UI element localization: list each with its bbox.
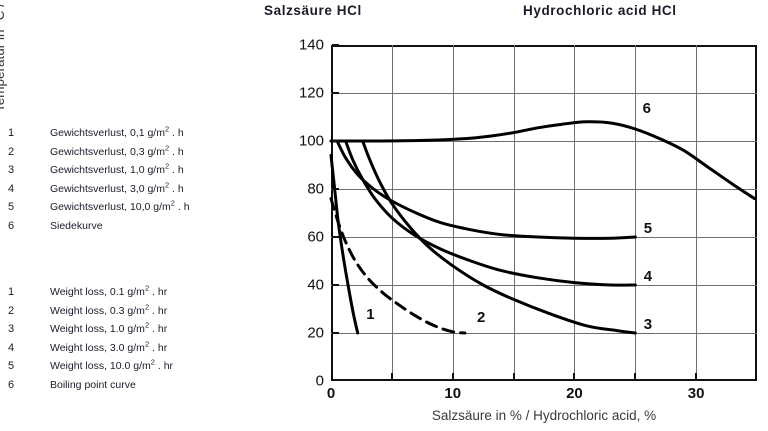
legend-number: 4 bbox=[8, 182, 15, 195]
curve-label-1: 1 bbox=[366, 306, 375, 324]
gridline-vertical bbox=[452, 45, 454, 381]
legend-label: Gewichtsverlust, 0,1 g/m2 . h bbox=[50, 124, 184, 139]
legend-row: 6 Siedekurve bbox=[8, 220, 258, 239]
legend-number: 4 bbox=[8, 341, 15, 354]
legend-row: 3 Weight loss, 1.0 g/m2 . hr bbox=[8, 320, 258, 342]
legend-label: Weight loss, 0.3 g/m2 . hr bbox=[50, 302, 168, 317]
legend-number: 1 bbox=[8, 127, 15, 139]
legend-number: 5 bbox=[8, 360, 15, 373]
y-tick-label: 60 bbox=[307, 228, 324, 246]
chart-plot-area: 1 2 3 4 5 6 bbox=[329, 45, 757, 381]
y-tick-label: 40 bbox=[307, 276, 324, 294]
legend-number: 3 bbox=[8, 164, 15, 177]
x-tick-mark bbox=[451, 373, 454, 381]
legend-number: 6 bbox=[8, 378, 15, 391]
legend-label: Weight loss, 3.0 g/m2 . hr bbox=[50, 339, 168, 354]
legend-row: 1 Gewichtsverlust, 0,1 g/m2 . h bbox=[8, 124, 258, 146]
legend-row: 1 Weight loss, 0.1 g/m2 . hr bbox=[8, 283, 258, 305]
y-tick-label: 80 bbox=[307, 180, 324, 198]
x-tick-label: 20 bbox=[566, 385, 583, 402]
heading-german: Salzsäure HCl bbox=[264, 3, 362, 18]
legend-label: Gewichtsverlust, 0,3 g/m2 . h bbox=[50, 143, 184, 158]
curve-label-5: 5 bbox=[643, 219, 653, 237]
curve-label-4: 4 bbox=[643, 267, 653, 285]
y-tick-mark bbox=[332, 188, 339, 190]
plot-frame bbox=[331, 45, 757, 381]
legend-number: 2 bbox=[8, 304, 15, 317]
gridline-vertical bbox=[574, 45, 576, 381]
legend-label: Siedekurve bbox=[50, 219, 103, 232]
y-axis-title: Temperatur in °C / Temperature, °C bbox=[0, 0, 7, 112]
legend-english: 1 Weight loss, 0.1 g/m2 . hr 2 Weight loss,… bbox=[8, 283, 258, 398]
gridline-vertical bbox=[513, 45, 515, 381]
curve-label-2: 2 bbox=[477, 308, 486, 326]
y-tick-mark bbox=[332, 332, 339, 334]
legend-row: 6 Boiling point curve bbox=[8, 379, 258, 398]
y-tick-mark bbox=[332, 284, 339, 286]
y-tick-mark bbox=[332, 140, 339, 142]
curve-series-1 bbox=[329, 153, 360, 335]
legend-label: Gewichtsverlust, 10,0 g/m2 . h bbox=[50, 198, 190, 214]
curve-series-2 bbox=[329, 197, 467, 335]
legend-row: 3 Gewichtsverlust, 1,0 g/m2 . h bbox=[8, 161, 258, 183]
curve-series-3 bbox=[361, 139, 637, 335]
gridline-horizontal bbox=[331, 141, 757, 142]
legend-row: 5 Gewichtsverlust, 10,0 g/m2 . h bbox=[8, 198, 258, 220]
legend-row: 2 Gewichtsverlust, 0,3 g/m2 . h bbox=[8, 143, 258, 165]
legend-row: 5 Weight loss, 10.0 g/m2 . hr bbox=[8, 357, 258, 379]
curve-series-5 bbox=[335, 139, 637, 240]
x-tick-label: 10 bbox=[444, 385, 462, 402]
legend-number: 6 bbox=[8, 219, 15, 232]
gridline-vertical bbox=[635, 45, 637, 381]
curve-series-4 bbox=[344, 139, 637, 287]
gridline-vertical bbox=[391, 45, 393, 381]
y-tick-label: 20 bbox=[307, 324, 324, 342]
legend-label: Gewichtsverlust, 1,0 g/m2 . h bbox=[50, 161, 184, 177]
legend-number: 1 bbox=[8, 286, 15, 298]
legend-number: 3 bbox=[8, 323, 15, 336]
legend-number: 5 bbox=[8, 201, 15, 214]
legend-german: 1 Gewichtsverlust, 0,1 g/m2 . h 2 Gewichtsv… bbox=[8, 124, 258, 239]
y-tick-mark bbox=[332, 44, 339, 46]
x-tick-mark bbox=[695, 373, 698, 381]
x-tick-mark bbox=[390, 373, 393, 381]
legend-label: Weight loss, 0.1 g/m2 . hr bbox=[50, 283, 168, 298]
x-axis-title: Salzsäure in % / Hydrochloric acid, % bbox=[431, 408, 657, 423]
legend-row: 4 Gewichtsverlust, 3,0 g/m2 . h bbox=[8, 180, 258, 202]
y-tick-label: 0 bbox=[315, 372, 324, 390]
x-tick-mark bbox=[634, 373, 637, 381]
x-tick-mark bbox=[573, 373, 576, 381]
gridline-horizontal bbox=[331, 93, 757, 94]
legend-label: Weight loss, 1.0 g/m2 . hr bbox=[50, 320, 168, 336]
gridline-horizontal bbox=[331, 333, 757, 334]
curve-series-6 bbox=[329, 120, 757, 201]
y-tick-label: 100 bbox=[298, 132, 324, 150]
y-tick-mark bbox=[332, 236, 339, 238]
y-tick-label: 120 bbox=[298, 84, 324, 102]
heading-english: Hydrochloric acid HCl bbox=[523, 3, 677, 18]
curve-layer bbox=[329, 120, 757, 335]
curve-label-6: 6 bbox=[642, 99, 651, 117]
x-tick-label: 30 bbox=[687, 385, 705, 402]
x-tick-label: 0 bbox=[326, 385, 336, 402]
legend-number: 2 bbox=[8, 145, 15, 158]
legend-label: Gewichtsverlust, 3,0 g/m2 . h bbox=[50, 180, 184, 195]
gridline-horizontal bbox=[331, 285, 757, 286]
y-tick-mark bbox=[332, 92, 339, 94]
legend-row: 4 Weight loss, 3.0 g/m2 . hr bbox=[8, 339, 258, 361]
gridline-vertical bbox=[696, 45, 698, 381]
x-tick-mark bbox=[512, 373, 515, 381]
gridline-horizontal bbox=[331, 189, 757, 190]
curve-label-3: 3 bbox=[643, 315, 653, 333]
y-tick-label: 140 bbox=[298, 36, 324, 54]
legend-label: Boiling point curve bbox=[50, 378, 136, 391]
legend-label: Weight loss, 10.0 g/m2 . hr bbox=[50, 357, 174, 373]
legend-row: 2 Weight loss, 0.3 g/m2 . hr bbox=[8, 302, 258, 324]
